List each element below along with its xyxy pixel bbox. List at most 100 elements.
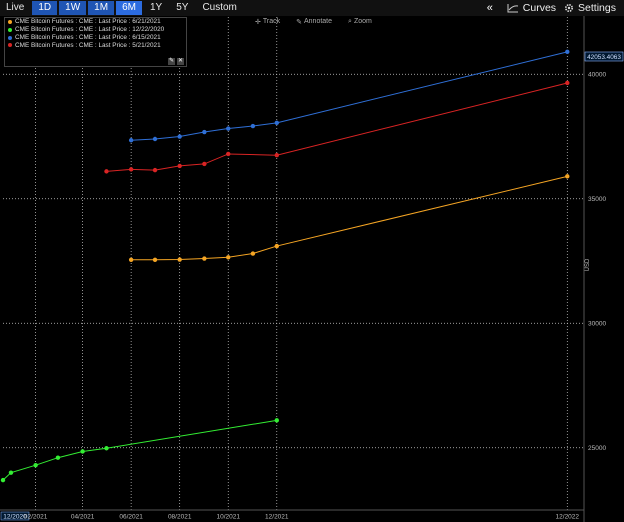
series-layer — [0, 49, 570, 483]
track-tool[interactable]: ✛ Track — [255, 18, 288, 26]
chart-tools-bar: ✛ Track ✎ Annotate ⌕ Zoom — [255, 16, 388, 27]
range-button-1d[interactable]: 1D — [32, 1, 58, 15]
series-1 — [0, 418, 279, 483]
chart-toolbar: Live 1D 1W 1M 6M 1Y 5Y Custom « Curves Settin… — [0, 0, 624, 16]
data-point[interactable] — [202, 256, 207, 261]
settings-button[interactable]: Settings — [564, 2, 616, 14]
legend-tools: ✎ ✕ — [166, 58, 184, 65]
y-tick-label: 30000 — [588, 320, 606, 327]
legend-close-button[interactable]: ✕ — [177, 58, 184, 65]
data-point[interactable] — [274, 243, 279, 249]
track-label: Track — [262, 18, 281, 25]
range-button-1m[interactable]: 1M — [88, 1, 115, 15]
data-point[interactable] — [226, 126, 231, 131]
data-point[interactable] — [565, 49, 570, 55]
data-point[interactable] — [128, 167, 134, 172]
live-button[interactable]: Live — [0, 1, 31, 15]
y-axis: 25000 30000 35000 40000 — [588, 71, 606, 451]
data-point[interactable] — [202, 129, 207, 135]
range-button-6m[interactable]: 6M — [116, 1, 142, 15]
data-point[interactable] — [80, 449, 85, 454]
data-point[interactable] — [177, 134, 182, 139]
series-0 — [128, 174, 570, 262]
legend-swatch — [8, 43, 12, 48]
series-line — [106, 82, 568, 172]
y-tick-label: 35000 — [588, 196, 606, 203]
x-tick-label: 06/2021 — [119, 514, 143, 521]
y-tick-label: 40000 — [588, 71, 606, 78]
x-tick-label: 08/2021 — [168, 514, 192, 521]
x-start-box — [0, 511, 30, 521]
last-value-box — [584, 51, 624, 62]
data-point[interactable] — [8, 470, 14, 475]
range-button-1y[interactable]: 1Y — [143, 1, 169, 15]
data-point[interactable] — [274, 120, 279, 126]
y-tick-label: 25000 — [588, 445, 606, 452]
y-axis-label: USD — [585, 258, 591, 271]
data-point[interactable] — [250, 251, 256, 256]
curves-icon — [507, 4, 518, 13]
series-2 — [128, 49, 570, 143]
settings-label: Settings — [578, 2, 616, 14]
data-point[interactable] — [202, 161, 207, 167]
custom-range-button[interactable]: Custom — [196, 1, 243, 15]
legend-label: CME Bitcoin Futures : CME : Last Price :… — [15, 34, 161, 42]
data-point[interactable] — [104, 169, 109, 174]
annotate-tool[interactable]: ✎ Annotate — [296, 18, 340, 26]
data-point[interactable] — [565, 174, 570, 179]
x-tick-label: 04/2021 — [71, 514, 95, 521]
x-tick-label: 12/2021 — [265, 514, 289, 521]
data-point[interactable] — [128, 257, 134, 262]
data-point[interactable] — [152, 167, 158, 173]
data-point[interactable] — [565, 80, 570, 86]
legend-entry[interactable]: CME Bitcoin Futures : CME : Last Price :… — [5, 26, 186, 34]
range-buttons: 1D 1W 1M 6M 1Y 5Y — [32, 1, 196, 15]
data-point[interactable] — [104, 446, 109, 451]
legend-entry[interactable]: CME Bitcoin Futures : CME : Last Price :… — [5, 34, 186, 42]
data-point[interactable] — [128, 138, 134, 143]
legend-rows: CME Bitcoin Futures : CME : Last Price :… — [5, 18, 186, 49]
last-value-label: 42053.4063 — [587, 54, 621, 61]
legend-label: CME Bitcoin Futures : CME : Last Price :… — [15, 41, 161, 49]
legend-label: CME Bitcoin Futures : CME : Last Price :… — [15, 18, 161, 26]
zoom-tool[interactable]: ⌕ Zoom — [348, 18, 380, 26]
x-tick-label: 12/2020 — [3, 514, 27, 521]
collapse-button[interactable]: « — [486, 2, 493, 14]
data-point[interactable] — [152, 136, 158, 142]
legend-entry[interactable]: CME Bitcoin Futures : CME : Last Price :… — [5, 42, 186, 50]
gear-icon — [565, 3, 574, 13]
data-point[interactable] — [177, 163, 182, 169]
legend-edit-button[interactable]: ✎ — [168, 58, 175, 65]
series-line — [2, 419, 277, 481]
data-point[interactable] — [274, 152, 279, 158]
crosshair-icon: ✛ — [255, 18, 261, 26]
legend-label: CME Bitcoin Futures : CME : Last Price :… — [15, 26, 165, 34]
data-point[interactable] — [55, 455, 61, 460]
magnifier-icon: ⌕ — [348, 17, 352, 25]
x-tick-label: 12/2022 — [556, 514, 580, 521]
data-point[interactable] — [0, 477, 6, 483]
curves-button[interactable]: Curves — [507, 2, 556, 14]
range-button-5y[interactable]: 5Y — [170, 1, 195, 15]
legend-swatch — [8, 27, 12, 32]
curves-label: Curves — [522, 2, 557, 14]
data-point[interactable] — [33, 462, 38, 468]
data-point[interactable] — [274, 418, 279, 423]
data-point[interactable] — [152, 257, 158, 262]
legend-entry[interactable]: CME Bitcoin Futures : CME : Last Price :… — [5, 18, 186, 26]
data-point[interactable] — [226, 255, 231, 260]
data-point[interactable] — [177, 257, 182, 262]
grid-layer — [3, 17, 584, 510]
zoom-label: Zoom — [353, 18, 372, 25]
annotate-label: Annotate — [304, 18, 333, 25]
pencil-icon: ✎ — [296, 18, 302, 26]
chart-legend: CME Bitcoin Futures : CME : Last Price :… — [4, 17, 187, 67]
data-point[interactable] — [250, 123, 256, 129]
range-button-1w[interactable]: 1W — [59, 1, 87, 15]
series-line — [131, 51, 568, 141]
data-point[interactable] — [226, 151, 231, 157]
legend-swatch — [8, 35, 12, 40]
x-tick-label: 02/2021 — [24, 514, 48, 521]
